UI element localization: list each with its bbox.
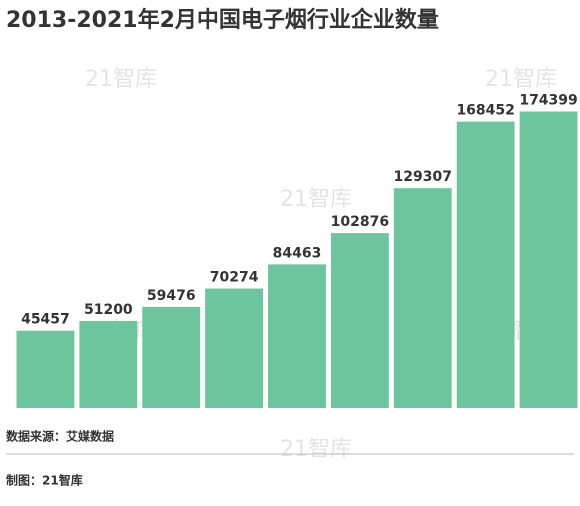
watermark: 21智库 (485, 67, 557, 92)
bar (16, 330, 75, 408)
data-label: 45457 (21, 312, 70, 328)
data-label: 102876 (331, 214, 389, 230)
data-label: 51200 (84, 302, 133, 318)
credit: 制图：21智库 (6, 473, 83, 488)
source: 数据来源：艾媒数据 (6, 429, 114, 444)
watermark: 21智库 (85, 67, 157, 92)
watermark: 21智库 (280, 187, 352, 212)
bar (393, 188, 452, 408)
bar (268, 264, 326, 408)
bar (330, 233, 389, 408)
data-label: 129307 (394, 169, 452, 185)
data-label: 84463 (273, 245, 322, 261)
bar (519, 111, 578, 408)
bar (142, 306, 201, 408)
watermark: 21智库 (280, 437, 352, 462)
chart-title: 2013-2021年2月中国电子烟行业企业数量 (6, 7, 439, 33)
bar (205, 288, 264, 408)
data-label: 174399 (519, 93, 577, 109)
data-label: 168452 (456, 103, 514, 119)
data-label: 59476 (147, 288, 196, 304)
bar (79, 320, 138, 408)
data-label: 70274 (210, 270, 259, 286)
bar (456, 121, 515, 409)
